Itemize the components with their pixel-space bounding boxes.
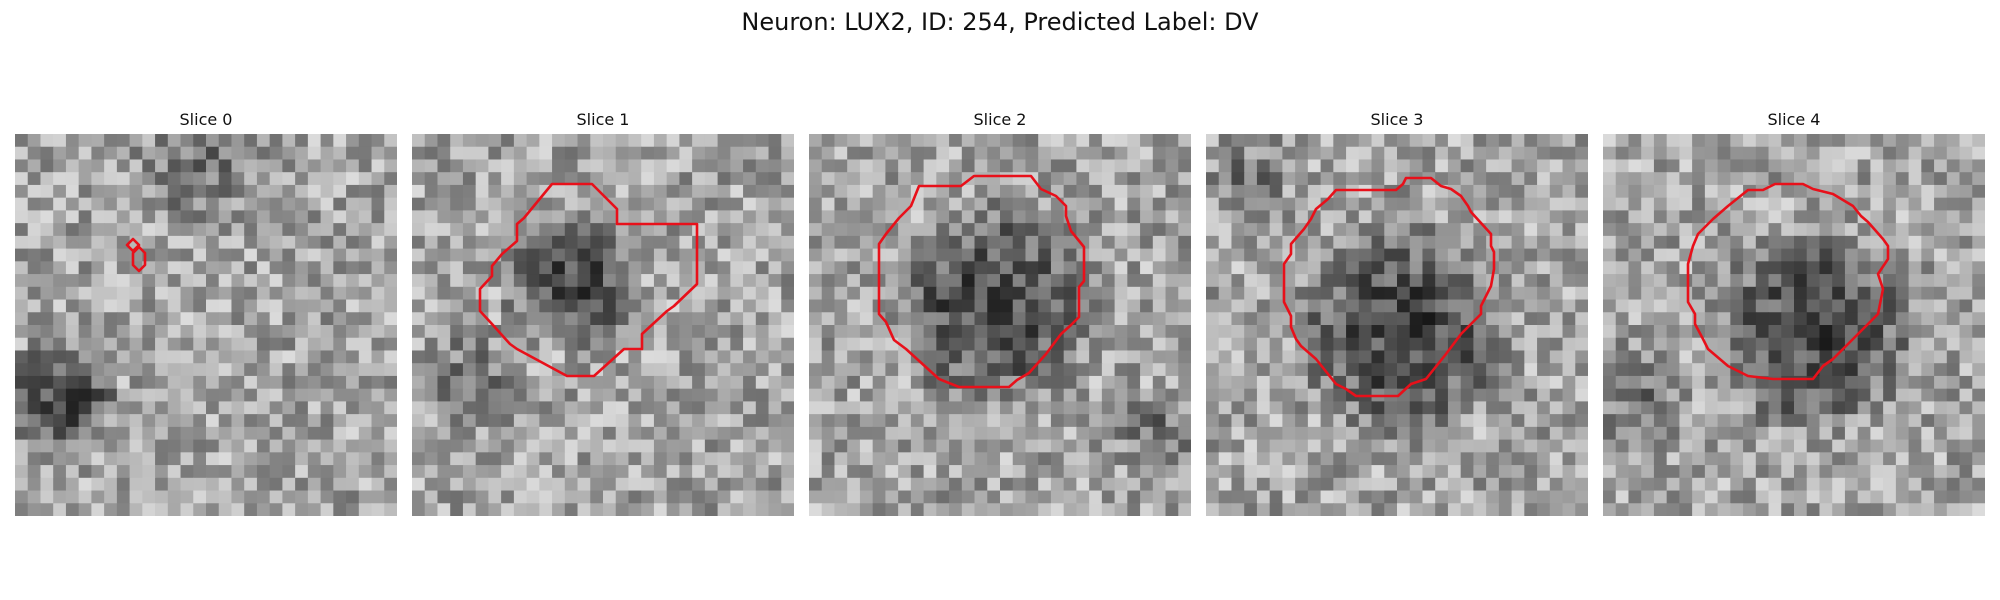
segmentation-contour [125, 237, 147, 273]
segmentation-contour [1282, 176, 1496, 398]
slice-image [1603, 134, 1985, 516]
slice-panel-3: Slice 3 [1206, 110, 1588, 516]
slice-panel-4: Slice 4 [1603, 110, 1985, 516]
contour-outline [1686, 182, 1890, 381]
contour-outline [478, 182, 699, 378]
contour-outline [877, 174, 1086, 389]
contour-outline [131, 245, 147, 273]
pixel-grid [15, 134, 397, 516]
slice-title: Slice 0 [179, 110, 233, 129]
pixel-grid [809, 134, 1191, 516]
slice-image [809, 134, 1191, 516]
segmentation-contour [877, 174, 1086, 389]
segmentation-contour [478, 182, 699, 378]
slice-image [15, 134, 397, 516]
slice-title: Slice 1 [576, 110, 630, 129]
slice-title: Slice 4 [1767, 110, 1821, 129]
contour-outline [125, 237, 141, 253]
pixel-grid [1603, 134, 1985, 516]
segmentation-contour [1686, 182, 1890, 381]
slice-title: Slice 3 [1370, 110, 1424, 129]
slice-image [412, 134, 794, 516]
slice-title: Slice 2 [973, 110, 1027, 129]
pixel-grid [1206, 134, 1588, 516]
slice-image [1206, 134, 1588, 516]
contour-outline [1282, 176, 1496, 398]
slice-panel-2: Slice 2 [809, 110, 1191, 516]
slice-panel-0: Slice 0 [15, 110, 397, 516]
pixel-grid [412, 134, 794, 516]
slice-panel-1: Slice 1 [412, 110, 794, 516]
figure-title: Neuron: LUX2, ID: 254, Predicted Label: … [741, 8, 1259, 36]
